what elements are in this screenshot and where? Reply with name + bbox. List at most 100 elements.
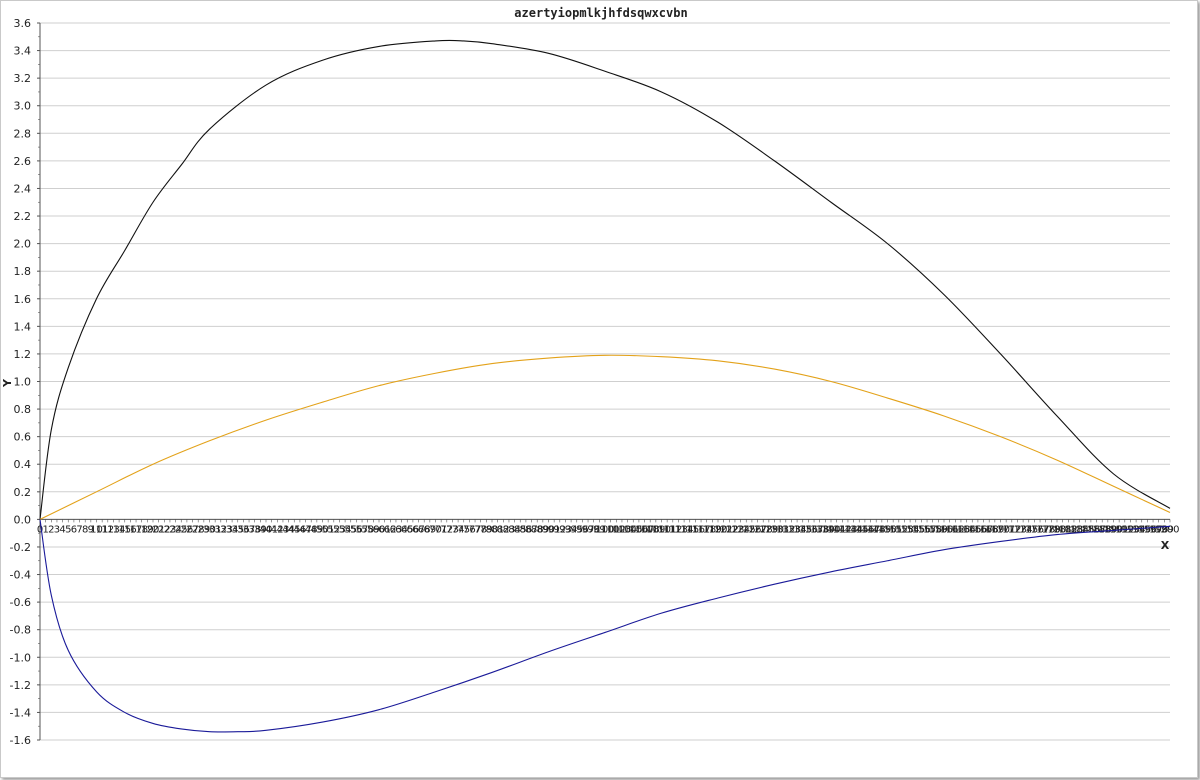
- y-tick-label: 2.8: [14, 127, 32, 140]
- x-tick-label: 135: [793, 524, 812, 535]
- x-tick-label: 154: [901, 524, 920, 535]
- y-tick-label: -1.4: [10, 706, 31, 719]
- y-tick-label: 1.4: [14, 320, 32, 333]
- y-tick-label: -1.0: [10, 651, 31, 664]
- x-tick-label: 167: [974, 524, 993, 535]
- x-tick-label: 153: [895, 524, 914, 535]
- y-tick-label: 0.2: [14, 486, 32, 499]
- x-tick-label: 26: [181, 524, 194, 535]
- x-tick-label: 22: [158, 524, 171, 535]
- x-tick-label: 66: [407, 524, 420, 535]
- x-tick-label: 33: [220, 524, 233, 535]
- x-tick-label: 168: [980, 524, 999, 535]
- x-tick-label: 194: [1127, 524, 1146, 535]
- y-tick-label: 3.2: [14, 72, 32, 85]
- x-tick-label: 34: [226, 524, 239, 535]
- x-tick-label: 76: [463, 524, 476, 535]
- x-tick-label: 122: [720, 524, 739, 535]
- x-tick-label: 182: [1059, 524, 1078, 535]
- x-tick-label: 24: [169, 524, 182, 535]
- x-axis-label: X: [1161, 539, 1170, 552]
- y-tick-label: 0.4: [14, 458, 32, 471]
- x-tick-label: 51: [322, 524, 335, 535]
- x-tick-label: 15: [118, 524, 131, 535]
- y-tick-label: 3.0: [14, 100, 32, 113]
- x-tick-label: 106: [629, 524, 648, 535]
- x-tick-label: 133: [782, 524, 801, 535]
- x-tick-label: 96: [576, 524, 589, 535]
- x-tick-label: 104: [618, 524, 637, 535]
- y-tick-label: 2.2: [14, 210, 32, 223]
- x-tick-label: 178: [1036, 524, 1055, 535]
- y-tick-label: 0.0: [14, 513, 32, 526]
- x-tick-label: 189: [1098, 524, 1117, 535]
- x-tick-label: 3: [54, 524, 60, 535]
- x-tick-label: 64: [395, 524, 408, 535]
- x-tick-label: 147: [861, 524, 880, 535]
- y-tick-label: -1.2: [10, 679, 31, 692]
- x-tick-label: 177: [1031, 524, 1050, 535]
- x-tick-label: 48: [305, 524, 318, 535]
- x-tick-label: 73: [446, 524, 459, 535]
- y-tick-label: 0.8: [14, 403, 32, 416]
- y-tick-label: -1.6: [10, 734, 31, 747]
- y-tick-label: -0.6: [10, 596, 31, 609]
- x-tick-label: 169: [985, 524, 1004, 535]
- x-tick-label: 171: [997, 524, 1016, 535]
- x-tick-label: 108: [641, 524, 660, 535]
- x-tick-label: 20: [147, 524, 160, 535]
- x-tick-label: 99: [593, 524, 606, 535]
- x-tick-label: 46: [294, 524, 307, 535]
- x-tick-label: 18: [135, 524, 148, 535]
- x-tick-label: 145: [850, 524, 869, 535]
- x-tick-label: 82: [497, 524, 510, 535]
- x-tick-label: 158: [923, 524, 942, 535]
- x-tick-label: 107: [635, 524, 654, 535]
- x-tick-label: 89: [536, 524, 549, 535]
- y-tick-label: 1.6: [14, 293, 32, 306]
- x-tick-label: 88: [531, 524, 544, 535]
- x-tick-label: 74: [452, 524, 465, 535]
- x-tick-label: 115: [680, 524, 699, 535]
- x-tick-label: 56: [350, 524, 363, 535]
- x-tick-label: 183: [1064, 524, 1083, 535]
- x-tick-label: 166: [968, 524, 987, 535]
- x-tick-label: 124: [731, 524, 750, 535]
- y-tick-label: -0.2: [10, 541, 31, 554]
- x-tick-label: 98: [587, 524, 600, 535]
- x-tick-label: 42: [271, 524, 284, 535]
- x-tick-label: 105: [624, 524, 643, 535]
- x-tick-label: 29: [197, 524, 210, 535]
- x-tick-label: 126: [742, 524, 761, 535]
- x-tick-label: 21: [152, 524, 165, 535]
- x-tick-label: 50: [316, 524, 329, 535]
- x-tick-label: 141: [827, 524, 846, 535]
- x-tick-label: 101: [601, 524, 620, 535]
- chart-title: azertyiopmlkjhfdsqwxcvbn: [514, 6, 687, 20]
- x-tick-label: 114: [675, 524, 694, 535]
- x-tick-label: 35: [231, 524, 244, 535]
- y-tick-label: 0.6: [14, 431, 32, 444]
- x-tick-label: 84: [508, 524, 521, 535]
- x-tick-label: 4: [59, 524, 65, 535]
- x-tick-label: 7: [76, 524, 82, 535]
- x-tick-label: 111: [658, 524, 677, 535]
- x-tick-label: 13: [107, 524, 120, 535]
- x-tick-label: 81: [491, 524, 504, 535]
- x-tick-label: 164: [957, 524, 976, 535]
- x-tick-label: 43: [277, 524, 290, 535]
- y-tick-label: 1.2: [14, 348, 32, 361]
- x-tick-label: 70: [429, 524, 442, 535]
- x-tick-label: 100: [595, 524, 614, 535]
- x-tick-label: 25: [175, 524, 188, 535]
- x-tick-label: 80: [486, 524, 499, 535]
- x-tick-label: 12: [101, 524, 114, 535]
- x-tick-label: 68: [418, 524, 431, 535]
- x-tick-label: 85: [514, 524, 527, 535]
- x-tick-label: 45: [288, 524, 301, 535]
- x-tick-label: 129: [759, 524, 778, 535]
- x-tick-label: 83: [503, 524, 516, 535]
- x-tick-label: 159: [929, 524, 948, 535]
- x-tick-label: 181: [1053, 524, 1072, 535]
- x-tick-label: 199: [1155, 524, 1174, 535]
